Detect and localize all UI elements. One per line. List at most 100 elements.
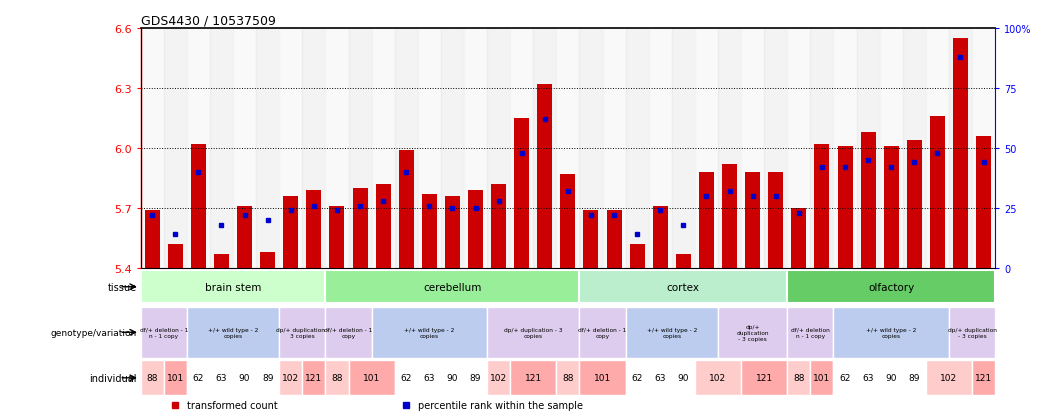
Bar [791,209,807,268]
Text: 90: 90 [447,373,458,382]
Bar [187,29,209,268]
Bar [879,29,902,268]
Bar [699,173,714,268]
Text: 63: 63 [863,373,874,382]
Text: 90: 90 [886,373,897,382]
Text: df/+ deletion
n - 1 copy: df/+ deletion n - 1 copy [791,327,829,338]
Bar [929,117,945,268]
Bar [649,361,672,395]
Bar [164,361,187,395]
Bar [672,29,695,268]
Text: 101: 101 [167,373,184,382]
Bar [445,197,460,268]
Bar [788,361,811,395]
Bar [302,361,325,395]
Text: 121: 121 [975,373,992,382]
Bar [857,29,879,268]
Bar [325,307,372,358]
Bar [325,361,348,395]
Bar [602,29,625,268]
Bar [811,29,834,268]
Bar [534,29,556,268]
Text: +/+ wild type - 2
copies: +/+ wild type - 2 copies [647,327,697,338]
Bar [141,307,187,358]
Bar [652,206,668,268]
Text: tissue: tissue [107,282,137,292]
Text: 90: 90 [239,373,250,382]
Bar [949,307,995,358]
Text: 90: 90 [677,373,689,382]
Bar [815,145,829,268]
Bar [464,361,487,395]
Text: percentile rank within the sample: percentile rank within the sample [418,400,582,410]
Bar [395,29,418,268]
Bar [788,29,811,268]
Bar [902,29,926,268]
Text: dp/+ duplication
- 3 copies: dp/+ duplication - 3 copies [947,327,996,338]
Bar [861,133,875,268]
Bar [741,29,764,268]
Text: dp/+
duplication
- 3 copies: dp/+ duplication - 3 copies [737,324,769,341]
Bar [487,307,579,358]
Bar [422,195,437,268]
Bar [441,361,464,395]
Bar [538,85,552,268]
Bar [168,244,182,268]
Bar [418,361,441,395]
Bar [372,307,487,358]
Bar [487,361,511,395]
Text: genotype/variation: genotype/variation [50,328,137,337]
Bar [376,185,391,268]
Text: 101: 101 [363,373,380,382]
Bar [441,29,464,268]
Text: 121: 121 [755,373,773,382]
Text: 88: 88 [793,373,804,382]
Bar [879,361,902,395]
Bar [718,29,741,268]
Bar [141,29,164,268]
Bar [768,173,784,268]
Text: cerebellum: cerebellum [423,282,481,292]
Text: 62: 62 [631,373,643,382]
Bar [514,119,529,268]
Bar [325,271,579,304]
Text: 121: 121 [305,373,322,382]
Text: 101: 101 [814,373,830,382]
Text: cortex: cortex [667,282,700,292]
Bar [745,173,761,268]
Bar [902,361,926,395]
Text: dp/+ duplication - 3
copies: dp/+ duplication - 3 copies [504,327,563,338]
Bar [302,29,325,268]
Bar [306,191,321,268]
Bar [209,361,233,395]
Bar [164,29,187,268]
Bar [579,307,625,358]
Text: 88: 88 [562,373,574,382]
Bar [279,361,302,395]
Bar [209,29,233,268]
Bar [788,307,834,358]
Bar [279,307,325,358]
Bar [511,361,556,395]
Bar [279,29,302,268]
Bar [348,361,395,395]
Text: 102: 102 [940,373,958,382]
Bar [672,361,695,395]
Text: 62: 62 [400,373,412,382]
Bar [764,29,788,268]
Text: 63: 63 [424,373,436,382]
Text: dp/+ duplication -
3 copies: dp/+ duplication - 3 copies [276,327,329,338]
Text: 88: 88 [147,373,158,382]
Text: 101: 101 [594,373,612,382]
Bar [834,361,857,395]
Bar [629,244,645,268]
Bar [468,191,483,268]
Bar [187,361,209,395]
Bar [972,361,995,395]
Bar [233,361,256,395]
Text: df/+ deletion - 1
n - 1 copy: df/+ deletion - 1 n - 1 copy [140,327,188,338]
Bar [788,271,995,304]
Text: individual: individual [89,373,137,383]
Text: 88: 88 [331,373,343,382]
Bar [233,29,256,268]
